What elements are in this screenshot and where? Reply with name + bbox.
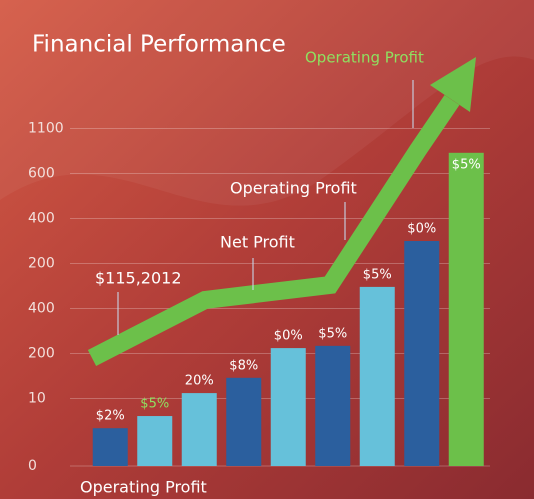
y-tick-label: 1100 <box>28 121 64 137</box>
y-tick-label: 400 <box>28 301 55 317</box>
bar <box>92 428 128 466</box>
y-tick-label: 600 <box>28 166 55 182</box>
y-tick-label: 400 <box>28 211 55 227</box>
annotation: $115,2012 <box>95 269 182 288</box>
bar <box>270 348 306 466</box>
bar <box>137 416 173 466</box>
bar-label: $0% <box>407 222 436 237</box>
decoration <box>0 0 534 206</box>
chart-title: Financial Performance <box>32 32 286 58</box>
bar-label: $5% <box>363 267 392 282</box>
annotation: Operating Profit <box>230 179 357 198</box>
bar-label: $5% <box>140 397 169 412</box>
bar-label: $0% <box>274 329 303 344</box>
y-tick-label: 0 <box>28 458 37 474</box>
bar <box>181 393 217 466</box>
bar <box>226 377 262 466</box>
annotation: Operating Profit <box>305 49 424 67</box>
x-axis-label: Operating Profit <box>80 478 207 497</box>
bar <box>359 286 395 466</box>
arrow-head <box>430 57 476 112</box>
bar <box>404 241 440 466</box>
bar <box>315 345 351 466</box>
bar-label: $5% <box>318 326 347 341</box>
annotation: Net Profit <box>220 233 295 252</box>
bar-label: $8% <box>229 358 258 373</box>
trend-arrow <box>87 94 460 367</box>
bar-label: 20% <box>185 374 214 389</box>
bar-label: $2% <box>96 409 125 424</box>
y-tick-label: 200 <box>28 256 55 272</box>
y-tick-label: 200 <box>28 346 55 362</box>
bar-label: $5% <box>452 157 481 172</box>
y-tick-label: 10 <box>28 391 46 407</box>
bar <box>448 152 484 467</box>
